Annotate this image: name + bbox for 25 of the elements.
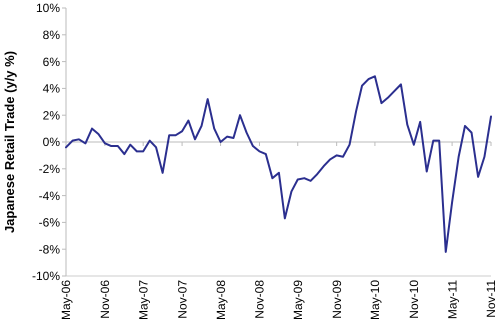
x-tick-label: Nov-11 [484,280,498,318]
y-axis-title: Japanese Retail Trade (y/y %) [2,50,17,234]
x-tick-label: Nov-09 [330,280,344,319]
x-tick-label: May-06 [59,280,74,320]
x-tick-label: May-10 [368,280,382,320]
y-tick-label: -8% [38,242,60,256]
y-tick-label: -2% [38,162,60,176]
y-tick-label: 4% [42,82,60,96]
x-tick-label: Nov-10 [407,280,422,319]
y-tick-label: 10% [36,1,60,16]
x-tick-label: May-09 [290,280,305,320]
x-tick-label: Nov-08 [252,280,267,319]
x-tick-label: May-11 [445,280,460,320]
y-tick-label: 2% [42,108,60,122]
x-tick-label: May-08 [214,280,228,320]
x-tick-label: Nov-07 [175,280,190,319]
y-tick-label: -6% [38,216,60,230]
x-tick-label: May-07 [136,280,150,320]
y-tick-label: 0% [42,135,60,150]
y-tick-label: -10% [32,269,60,284]
y-tick-label: -4% [38,188,60,203]
y-tick-label: 6% [42,54,60,69]
x-tick-label: Nov-06 [98,280,112,319]
y-tick-label: 8% [42,28,60,42]
line-series [65,75,492,253]
